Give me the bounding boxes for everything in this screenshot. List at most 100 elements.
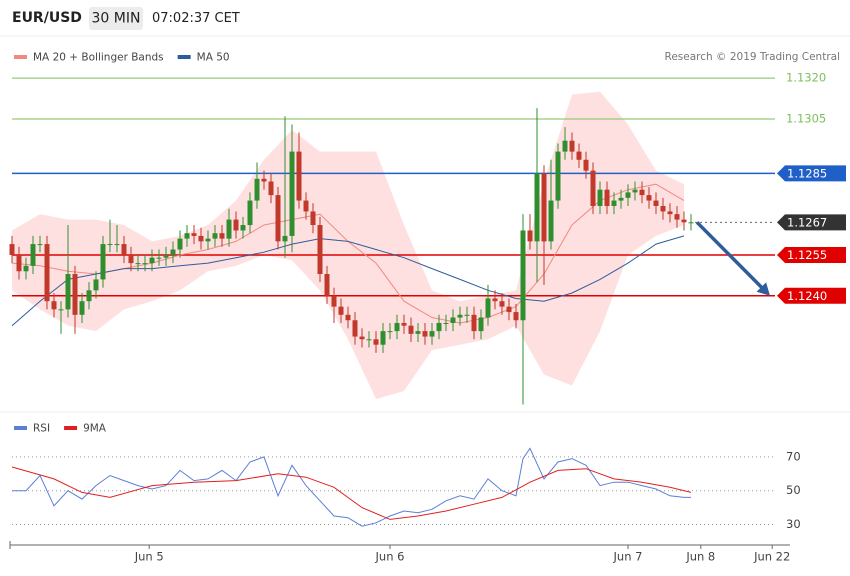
candle-body (135, 263, 141, 265)
rsi-line (12, 447, 691, 527)
candle-body (667, 211, 673, 215)
level-label-box (777, 287, 846, 304)
candle-body (72, 274, 78, 315)
x-tick-label: Jun 6 (375, 550, 405, 564)
candle-body (555, 151, 561, 201)
candle-body (359, 336, 365, 340)
candle-body (590, 170, 596, 206)
candle-body (289, 151, 295, 236)
level-label: 1.1320 (786, 71, 826, 85)
candle-body (401, 322, 407, 326)
candle-body (513, 312, 519, 321)
candle-body (387, 331, 393, 333)
legend-label: RSI (33, 423, 50, 435)
level-label: 1.1255 (787, 248, 827, 262)
rsi-tick-label: 30 (786, 517, 801, 531)
level-label-box (777, 214, 846, 231)
ma-line (11, 235, 685, 327)
candle-body (443, 322, 449, 324)
x-tick-label: Jun 22 (753, 550, 790, 564)
candle-body (58, 309, 64, 311)
candle-body (478, 317, 484, 332)
candle-body (597, 189, 603, 206)
candle-body (646, 195, 652, 201)
candle-body (184, 233, 190, 239)
candle-body (415, 331, 421, 334)
candle-body (625, 192, 631, 198)
legend-label: MA 20 + Bollinger Bands (33, 52, 164, 64)
candle-body (310, 211, 316, 226)
candle-body (303, 200, 309, 212)
timeframe-box (89, 7, 143, 30)
candle-body (506, 306, 512, 313)
candle-body (233, 219, 239, 231)
candle-body (30, 244, 36, 266)
candle-body (583, 159, 589, 171)
candle-body (660, 206, 666, 212)
candle-body (681, 219, 687, 223)
projection-arrow-head (756, 282, 770, 296)
candle-body (191, 233, 197, 236)
bollinger-band (12, 91, 684, 400)
candle-body (142, 263, 148, 265)
candle-body (114, 244, 120, 246)
candle-body (247, 200, 253, 226)
candle-body (688, 222, 694, 224)
level-label-box (777, 165, 846, 182)
candle-body (121, 244, 127, 255)
candle-body (639, 189, 645, 196)
candle-body (282, 235, 288, 242)
candle-body (373, 339, 379, 345)
candle-body (163, 254, 169, 258)
candle-body (534, 173, 540, 242)
candle-body (429, 331, 435, 337)
candle-body (562, 140, 568, 152)
candle-body (674, 214, 680, 220)
candle-body (471, 314, 477, 332)
candle-body (317, 225, 323, 274)
candle-body (604, 189, 610, 206)
candle-body (548, 200, 554, 242)
candle-body (338, 306, 344, 315)
credit: Research © 2019 Trading Central (665, 51, 841, 63)
x-tick-label: Jun 8 (685, 550, 715, 564)
level-label: 1.1267 (787, 215, 827, 229)
candle-body (450, 317, 456, 323)
candle-body (156, 257, 162, 259)
projection-arrow (695, 221, 766, 292)
candle-body (492, 298, 498, 302)
legend-swatch (14, 55, 27, 59)
candle-body (128, 254, 134, 264)
candle-body (107, 244, 113, 246)
candle-body (100, 244, 106, 280)
candle-body (485, 298, 491, 318)
candle-body (499, 301, 505, 307)
candle-body (331, 295, 337, 307)
candle-body (205, 238, 211, 242)
candle-body (79, 301, 85, 315)
candle-body (632, 189, 638, 193)
candle-body (198, 235, 204, 242)
candle-body (520, 230, 526, 321)
candle-body (296, 151, 302, 201)
candle-body (366, 339, 372, 341)
legend-swatch (64, 426, 78, 430)
candle-body (65, 274, 71, 310)
legend-label: MA 50 (197, 52, 230, 64)
candle-body (380, 331, 386, 345)
candle-body (527, 230, 533, 242)
candle-body (261, 178, 267, 182)
candle-body (611, 200, 617, 206)
candle-body (37, 244, 43, 246)
time: 07:02:37 CET (152, 11, 240, 26)
candle-body (576, 151, 582, 160)
candle-body (51, 301, 57, 310)
level-label-box (777, 246, 846, 263)
legend-swatch (177, 55, 191, 59)
candle-body (44, 244, 50, 302)
candle-body (93, 279, 99, 291)
candle-body (149, 257, 155, 264)
candle-body (268, 181, 274, 196)
candle-body (9, 244, 15, 255)
